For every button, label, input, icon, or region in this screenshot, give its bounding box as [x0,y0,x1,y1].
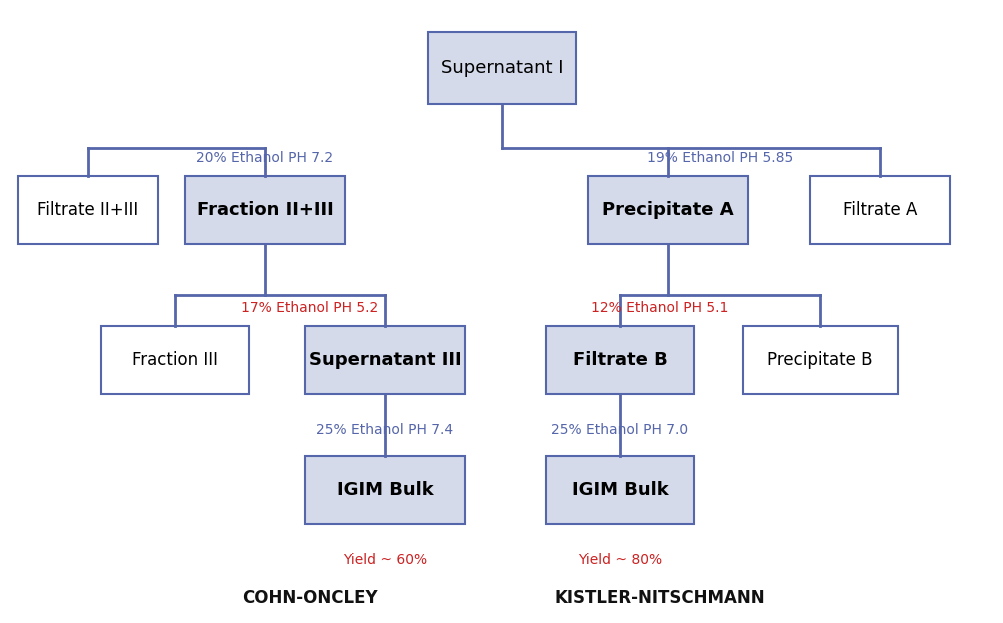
Text: Filtrate II+III: Filtrate II+III [37,201,138,219]
Text: 20% Ethanol PH 7.2: 20% Ethanol PH 7.2 [197,151,333,165]
FancyBboxPatch shape [546,456,693,524]
FancyBboxPatch shape [588,176,747,244]
Text: Precipitate B: Precipitate B [766,351,872,369]
Text: IGIM Bulk: IGIM Bulk [336,481,433,499]
Text: Precipitate A: Precipitate A [602,201,733,219]
FancyBboxPatch shape [427,32,576,104]
Text: KISTLER-NITSCHMANN: KISTLER-NITSCHMANN [554,589,764,607]
Text: 17% Ethanol PH 5.2: 17% Ethanol PH 5.2 [241,301,378,315]
Text: Yield ~ 60%: Yield ~ 60% [343,553,426,567]
FancyBboxPatch shape [809,176,949,244]
Text: Fraction II+III: Fraction II+III [197,201,333,219]
Text: COHN-ONCLEY: COHN-ONCLEY [242,589,377,607]
Text: Supernatant III: Supernatant III [308,351,460,369]
Text: Filtrate B: Filtrate B [572,351,667,369]
FancyBboxPatch shape [305,326,464,394]
Text: IGIM Bulk: IGIM Bulk [571,481,668,499]
Text: Filtrate A: Filtrate A [842,201,917,219]
Text: 25% Ethanol PH 7.4: 25% Ethanol PH 7.4 [316,423,453,437]
FancyBboxPatch shape [546,326,693,394]
Text: Yield ~ 80%: Yield ~ 80% [578,553,661,567]
FancyBboxPatch shape [18,176,157,244]
Text: 25% Ethanol PH 7.0: 25% Ethanol PH 7.0 [551,423,688,437]
Text: Fraction III: Fraction III [131,351,218,369]
Text: 19% Ethanol PH 5.85: 19% Ethanol PH 5.85 [646,151,792,165]
FancyBboxPatch shape [742,326,897,394]
Text: 12% Ethanol PH 5.1: 12% Ethanol PH 5.1 [591,301,728,315]
FancyBboxPatch shape [101,326,249,394]
Text: Supernatant I: Supernatant I [440,59,563,77]
FancyBboxPatch shape [305,456,464,524]
FancyBboxPatch shape [185,176,345,244]
